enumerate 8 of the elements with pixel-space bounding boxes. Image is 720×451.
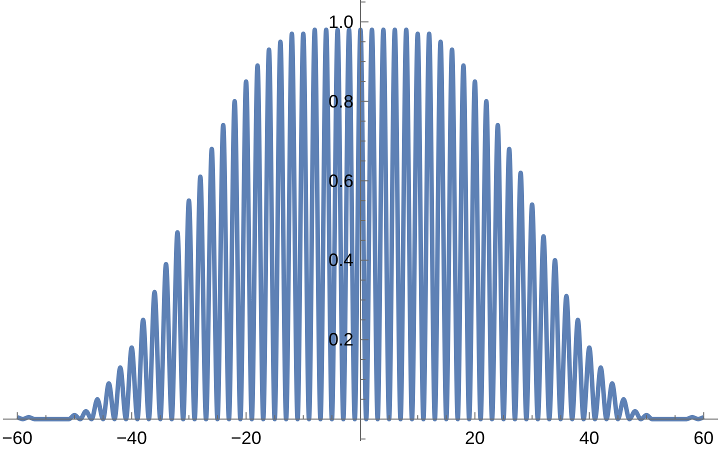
x-tick-label: 40 [579, 428, 600, 448]
y-tick-label: 1.0 [328, 12, 354, 32]
line-series [15, 28, 706, 422]
x-tick-label: −20 [230, 428, 262, 448]
x-tick-label: −40 [116, 428, 147, 448]
x-tick-label: 20 [464, 428, 485, 448]
x-tick-label: 60 [694, 428, 714, 448]
x-tick-label: −60 [2, 428, 33, 448]
